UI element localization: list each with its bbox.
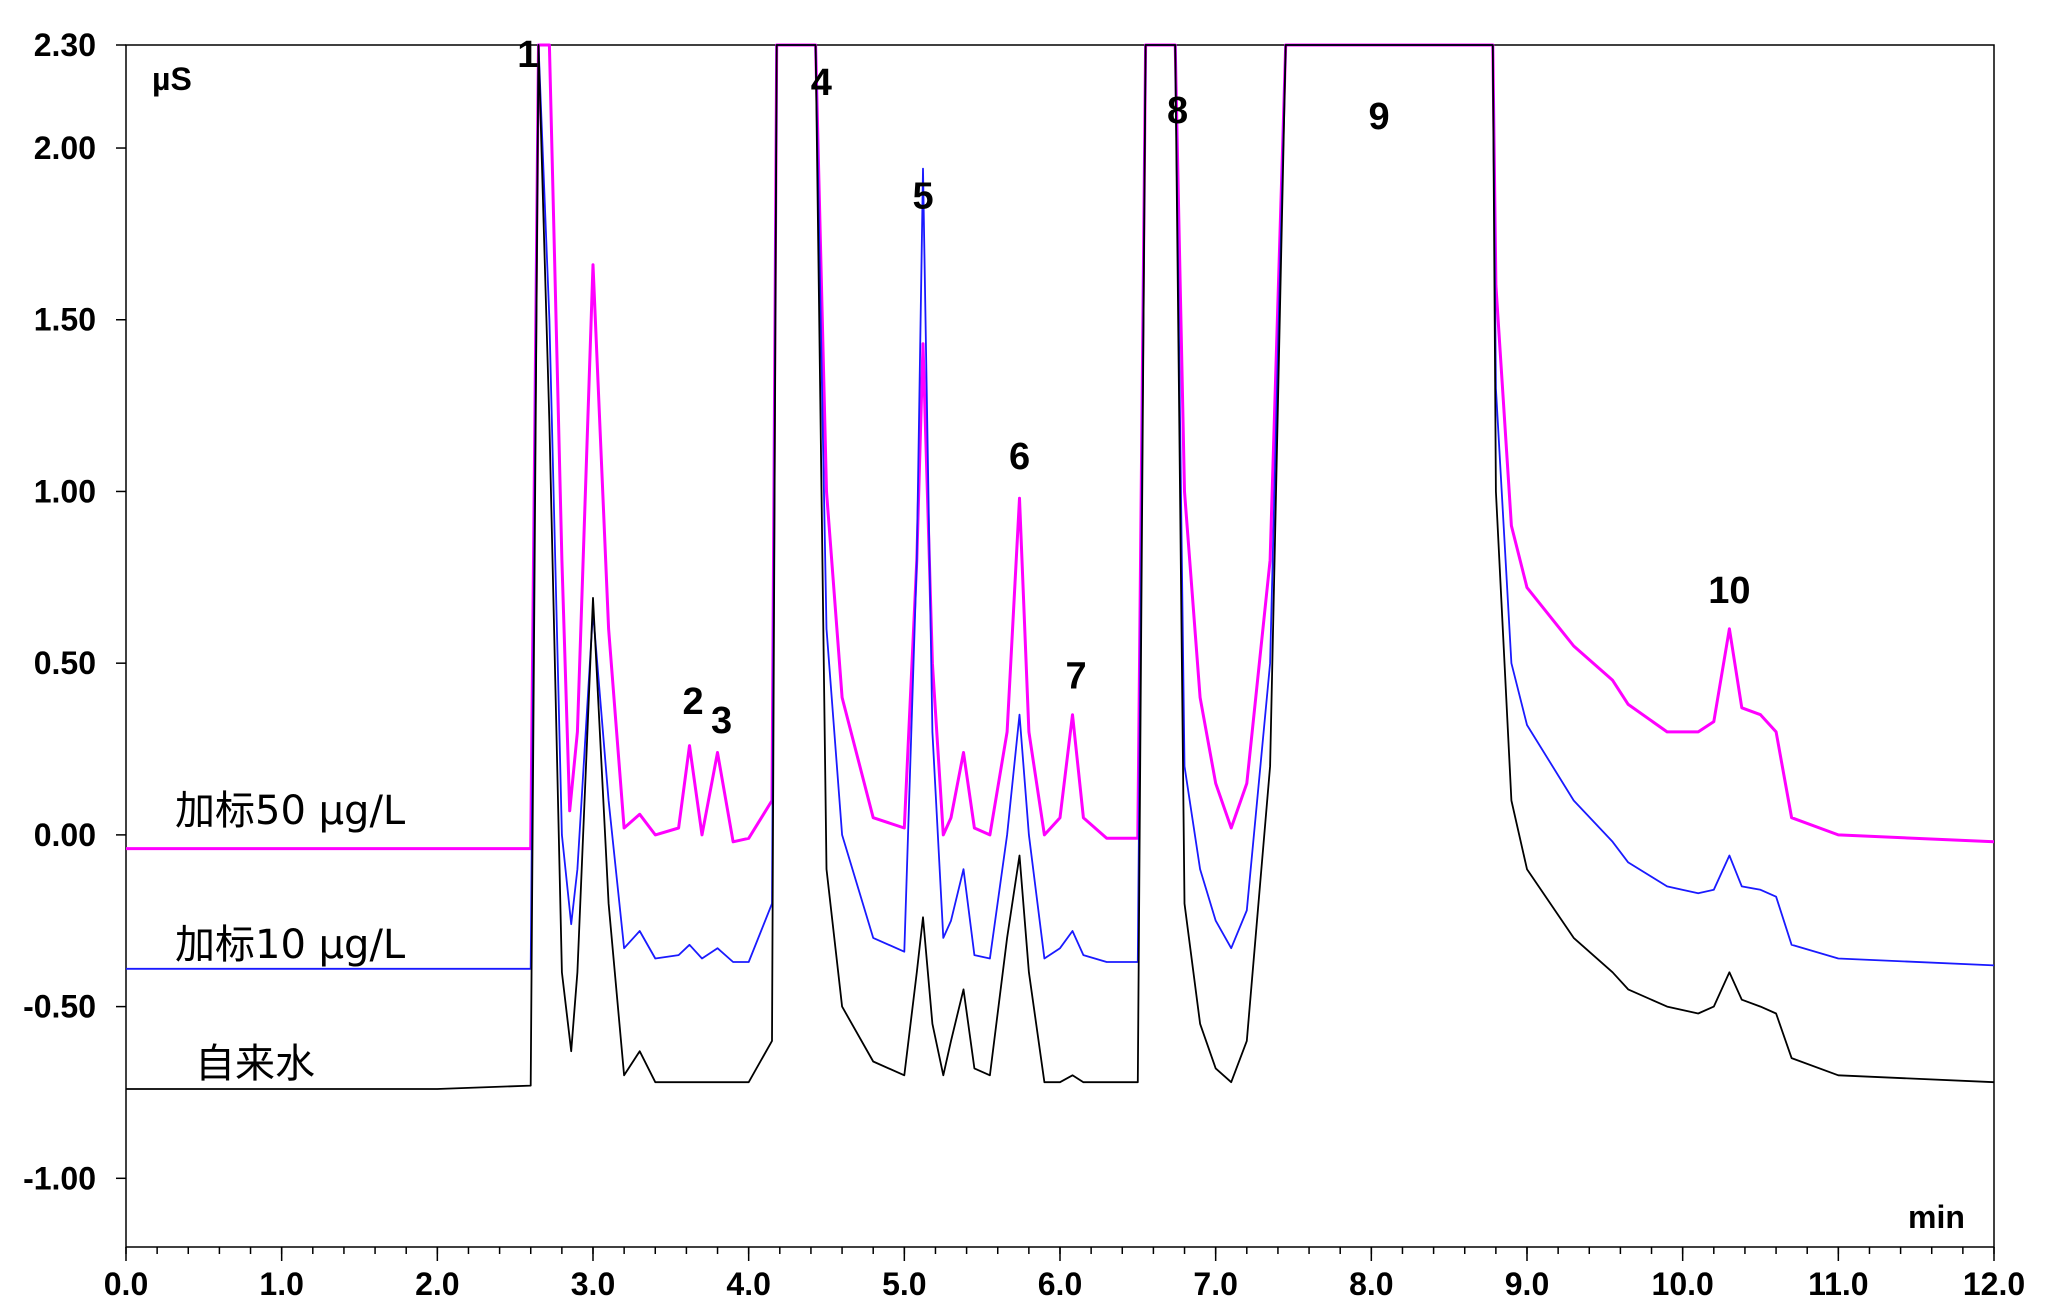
peak-label-3: 3 <box>711 700 732 742</box>
y-unit-label: µS <box>152 61 192 97</box>
y-tick-label: 0.50 <box>34 645 96 681</box>
x-tick-label: 8.0 <box>1349 1266 1393 1302</box>
x-tick-label: 4.0 <box>726 1266 770 1302</box>
x-unit-label: min <box>1908 1199 1965 1235</box>
x-tick-label: 7.0 <box>1193 1266 1237 1302</box>
x-tick-label: 5.0 <box>882 1266 926 1302</box>
x-tick-label: 3.0 <box>571 1266 615 1302</box>
peak-label-7: 7 <box>1065 656 1086 698</box>
peak-label-1: 1 <box>517 34 538 76</box>
x-tick-label: 12.0 <box>1963 1266 2025 1302</box>
series-label-spike-50: 加标50 µg/L <box>175 788 406 834</box>
peak-label-10: 10 <box>1708 570 1750 612</box>
x-tick-label: 11.0 <box>1808 1266 1869 1302</box>
y-axis: 2.30 2.00 1.50 1.00 0.50 0.00 -0.50 -1.00 <box>23 27 126 1196</box>
series-line-2 <box>126 44 1995 970</box>
peak-label-9: 9 <box>1369 96 1390 138</box>
series-line-1 <box>126 43 1995 851</box>
x-tick-label: 0.0 <box>104 1266 148 1302</box>
x-tick-label: 6.0 <box>1038 1266 1082 1302</box>
series-layer <box>126 43 1995 1090</box>
peak-label-4: 4 <box>811 62 832 104</box>
y-tick-label: -1.00 <box>23 1160 96 1196</box>
x-tick-label: 2.0 <box>415 1266 459 1302</box>
peak-label-2: 2 <box>682 681 703 723</box>
series-label-tap-water: 自来水 <box>195 1041 315 1087</box>
y-tick-label: 0.00 <box>34 817 96 853</box>
x-tick-label: 9.0 <box>1505 1266 1549 1302</box>
y-tick-label: 1.50 <box>34 302 96 338</box>
series-line-3 <box>126 44 1995 1090</box>
plot-frame <box>125 44 1995 1248</box>
peak-label-6: 6 <box>1009 436 1030 478</box>
y-tick-label: -0.50 <box>23 989 96 1025</box>
x-tick-label: 10.0 <box>1652 1266 1714 1302</box>
peak-label-8: 8 <box>1167 90 1188 132</box>
x-tick-label: 1.0 <box>259 1266 303 1302</box>
y-tick-label: 2.30 <box>34 27 96 63</box>
peak-label-5: 5 <box>912 176 933 218</box>
y-tick-label: 2.00 <box>34 130 96 166</box>
series-label-spike-10: 加标10 µg/L <box>175 922 406 968</box>
y-tick-label: 1.00 <box>34 473 96 509</box>
x-axis: 0.0 1.0 2.0 3.0 4.0 5.0 6.0 7.0 8.0 9.0 10.0 11.0 12… <box>104 1247 2025 1302</box>
